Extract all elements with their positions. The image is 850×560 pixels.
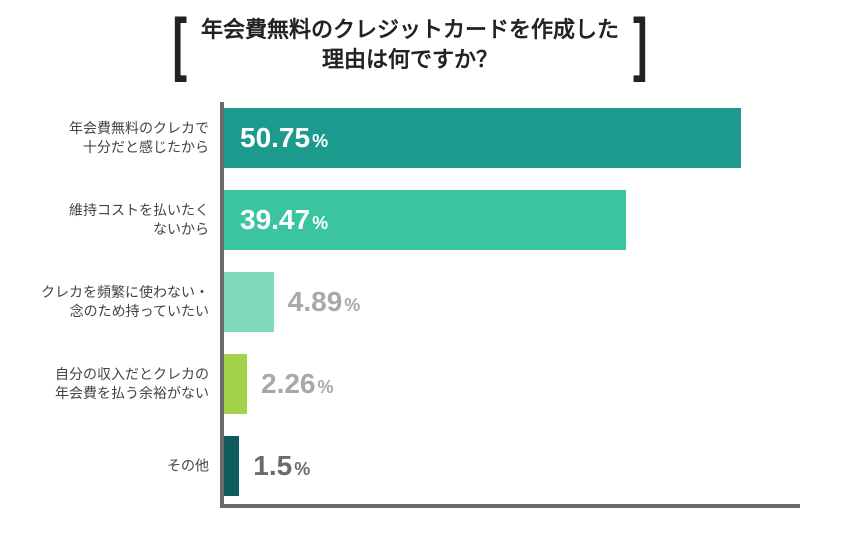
bar-row: 自分の収入だとクレカの 年会費を払う余裕がない2.26%	[224, 354, 800, 414]
bar-row: 維持コストを払いたく ないから39.47%	[224, 190, 800, 250]
chart-title-row: [ 年会費無料のクレジットカードを作成した 理由は何ですか？ ]	[20, 15, 800, 74]
value-number: 50.75	[240, 122, 310, 154]
category-label: 年会費無料のクレカで 十分だと感じたから	[14, 119, 209, 157]
percent-symbol: %	[318, 377, 334, 398]
value-number: 1.5	[253, 450, 292, 482]
value-number: 2.26	[261, 368, 316, 400]
value-label: 50.75%	[240, 122, 328, 154]
bar	[224, 354, 247, 414]
category-label: 維持コストを払いたく ないから	[14, 201, 209, 239]
bar-row: クレカを頻繁に使わない・ 念のため持っていたい4.89%	[224, 272, 800, 332]
value-label: 1.5%	[253, 450, 310, 482]
bar-row: その他1.5%	[224, 436, 800, 496]
percent-symbol: %	[312, 213, 328, 234]
percent-symbol: %	[344, 295, 360, 316]
value-label: 39.47%	[240, 204, 328, 236]
value-number: 39.47	[240, 204, 310, 236]
bar	[224, 436, 239, 496]
chart-plot-area: 年会費無料のクレカで 十分だと感じたから50.75% 維持コストを払いたく ないか…	[220, 102, 800, 508]
value-number: 4.89	[288, 286, 343, 318]
bracket-left-icon: [	[172, 9, 187, 79]
value-label: 4.89%	[288, 286, 361, 318]
chart-container: [ 年会費無料のクレジットカードを作成した 理由は何ですか？ ] 年会費無料のク…	[0, 0, 850, 528]
chart-title: 年会費無料のクレジットカードを作成した 理由は何ですか？	[201, 15, 619, 74]
value-label: 2.26%	[261, 368, 334, 400]
category-label: 自分の収入だとクレカの 年会費を払う余裕がない	[14, 365, 209, 403]
percent-symbol: %	[294, 459, 310, 480]
bar	[224, 272, 274, 332]
bar-row: 年会費無料のクレカで 十分だと感じたから50.75%	[224, 108, 800, 168]
category-label: クレカを頻繁に使わない・ 念のため持っていたい	[14, 283, 209, 321]
category-label: その他	[14, 457, 209, 476]
percent-symbol: %	[312, 131, 328, 152]
bracket-right-icon: ]	[633, 9, 648, 79]
